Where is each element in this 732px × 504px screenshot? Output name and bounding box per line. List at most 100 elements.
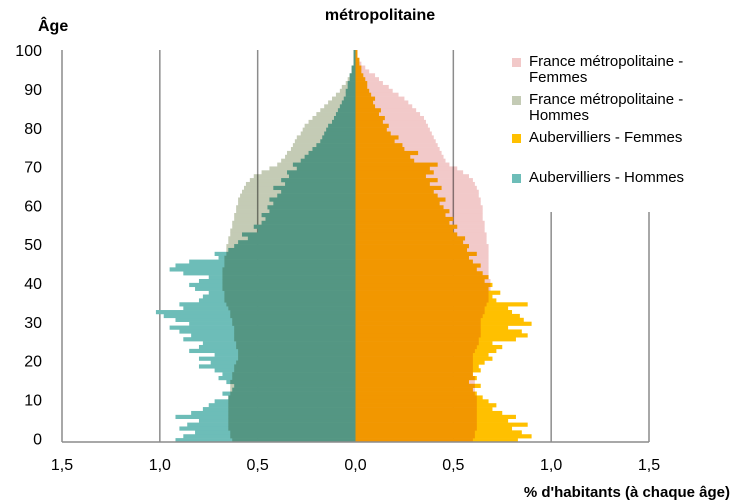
bar (238, 201, 356, 206)
bar (232, 317, 356, 322)
bar (238, 352, 356, 357)
bar (232, 224, 356, 229)
bar (355, 434, 475, 439)
bar (355, 313, 483, 319)
bar (355, 348, 475, 354)
legend: France métropolitaine - Femmes France mét… (512, 46, 732, 212)
bar (335, 92, 356, 97)
bar (224, 290, 356, 295)
bar (355, 422, 477, 427)
bar (355, 372, 473, 377)
bar (355, 127, 430, 132)
bar (249, 178, 356, 183)
bar (355, 50, 358, 55)
bar (355, 135, 434, 140)
bar (355, 360, 473, 365)
bar (228, 418, 356, 423)
bar (234, 337, 356, 342)
bar (234, 364, 356, 369)
bar (355, 376, 475, 381)
bar (355, 302, 487, 307)
bar (355, 430, 475, 435)
bar (228, 407, 356, 412)
bar (355, 224, 485, 229)
bar (355, 240, 487, 245)
bar (232, 321, 356, 326)
bar (242, 189, 356, 194)
bar (355, 88, 393, 93)
series (222, 50, 356, 443)
bar (290, 147, 356, 152)
bar (222, 282, 356, 288)
bar (355, 383, 475, 388)
bar (355, 81, 383, 86)
series (355, 50, 491, 443)
bar (355, 213, 483, 218)
bar (228, 240, 356, 245)
x-tick-label: 0,5 (247, 457, 269, 474)
y-tick-label: 30 (24, 315, 42, 332)
bar (332, 96, 356, 101)
bar (355, 275, 489, 280)
bar (355, 104, 413, 109)
y-tick-label: 0 (33, 431, 42, 448)
legend-item: France métropolitaine - Hommes (512, 92, 726, 124)
y-tick-label: 10 (24, 392, 42, 409)
bar (355, 294, 489, 299)
bar (355, 216, 483, 222)
bar (355, 115, 424, 121)
y-tick-label: 60 (24, 198, 42, 215)
bar (230, 430, 356, 435)
bar (228, 236, 356, 241)
bar (355, 119, 426, 125)
bar (353, 50, 356, 55)
bar (224, 298, 356, 303)
bar (228, 403, 356, 408)
bar (236, 341, 356, 346)
bar (355, 344, 477, 350)
bar (355, 329, 481, 334)
x-tick-label: 1,0 (540, 457, 562, 474)
bar (355, 73, 376, 78)
bar (355, 96, 405, 101)
bar (345, 81, 356, 86)
bar (355, 154, 444, 159)
x-tick-label: 0,5 (442, 457, 464, 474)
bar (230, 391, 356, 396)
bar (355, 112, 421, 117)
bar (355, 150, 442, 156)
bar (355, 193, 479, 198)
bar (355, 278, 491, 284)
bar (355, 228, 485, 233)
bar (355, 57, 360, 62)
bar (222, 271, 356, 276)
bar (230, 313, 356, 319)
bar (324, 104, 356, 109)
bar (355, 100, 409, 105)
y-tick-label: 90 (24, 82, 42, 99)
bar (224, 259, 356, 264)
bar (226, 247, 356, 253)
bar (355, 317, 481, 322)
bar (222, 275, 356, 280)
bar (222, 267, 356, 272)
bar (355, 84, 389, 90)
bar (355, 333, 481, 338)
bar (355, 418, 477, 423)
bar (341, 84, 356, 90)
bar (355, 170, 464, 175)
bar (292, 143, 356, 148)
legend-swatch (512, 58, 521, 67)
bar (355, 356, 473, 361)
bar (234, 213, 356, 218)
y-tick-label: 40 (24, 276, 42, 293)
bar (232, 372, 356, 377)
bar (355, 131, 432, 136)
bar (296, 135, 356, 140)
bar (240, 193, 356, 198)
bar (355, 244, 489, 249)
bar (232, 438, 356, 443)
y-tick-label: 80 (24, 121, 42, 138)
bar (355, 267, 489, 272)
bar (355, 259, 489, 264)
